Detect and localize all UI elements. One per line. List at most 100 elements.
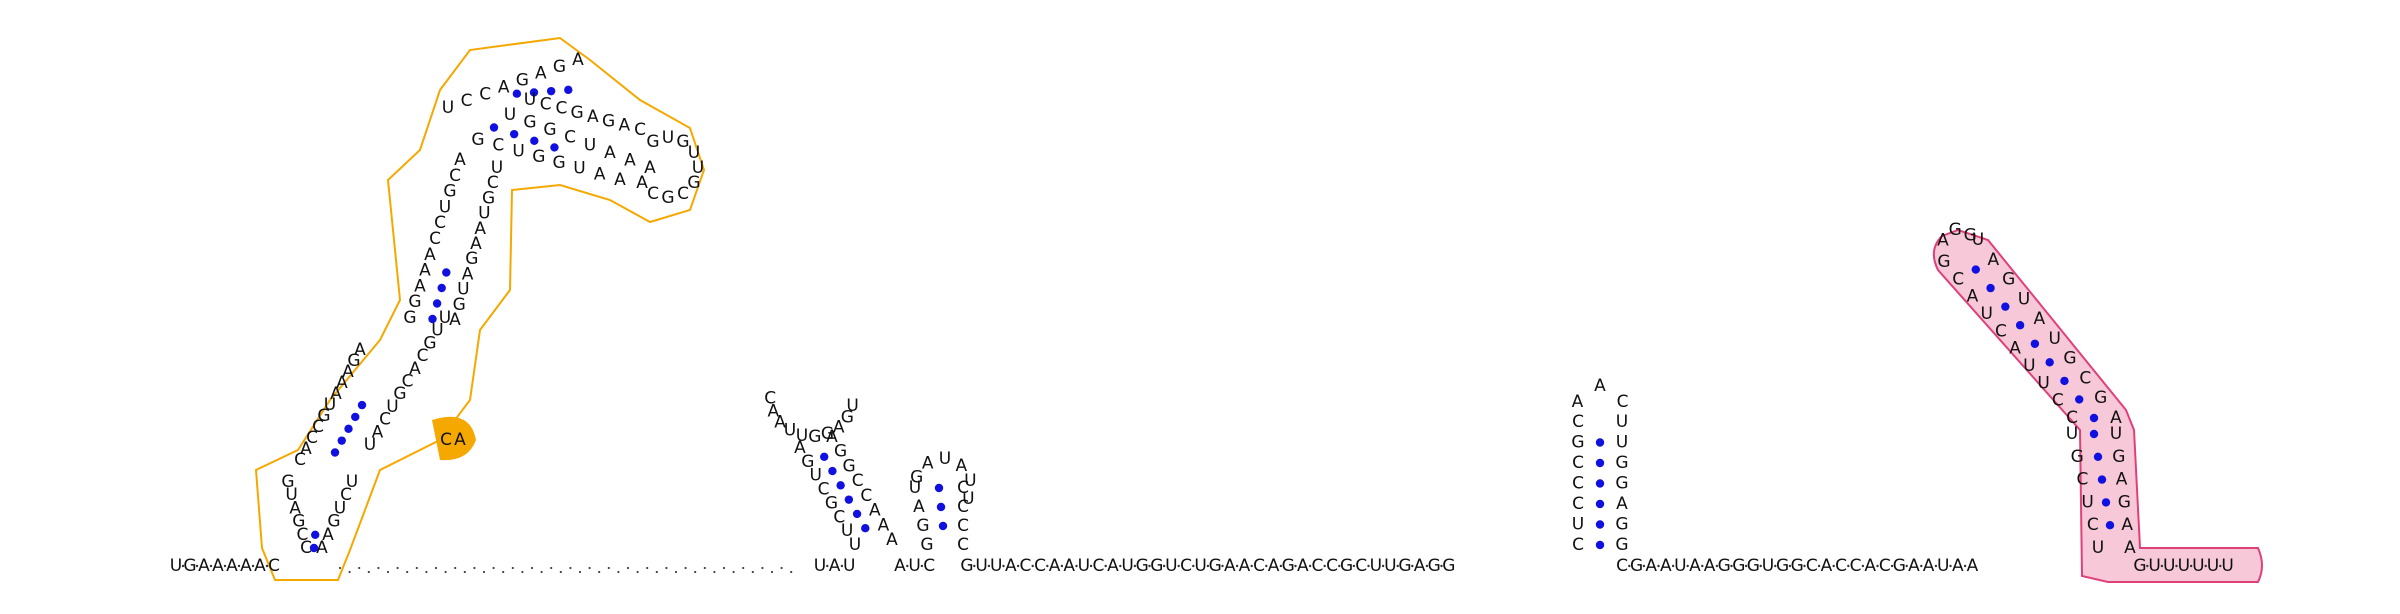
- nucleotide-92: C: [860, 486, 872, 506]
- nucleotide-196: U: [431, 321, 443, 341]
- nucleotide-62: A: [1821, 556, 1833, 576]
- nucleotide-39: C: [1326, 556, 1338, 576]
- backbone-dot-49: [1701, 564, 1704, 568]
- gap-dot-47: [790, 570, 793, 574]
- backbone-dot-56: [1803, 564, 1806, 568]
- nucleotide-254: G: [543, 120, 556, 140]
- backbone-dot-26: [1192, 564, 1195, 568]
- backbone-dot-62: [1890, 564, 1894, 568]
- base-pair-dot-27: [2101, 498, 2111, 507]
- nucleotide-194: C: [294, 450, 306, 470]
- nucleotide-101: G: [808, 427, 821, 447]
- backbone-dot-13: [1002, 564, 1005, 568]
- base-pair-dot-39: [428, 314, 437, 324]
- nucleotide-151: C: [2087, 515, 2099, 535]
- nucleotide-261: U: [662, 128, 674, 148]
- nucleotide-47: G: [1442, 556, 1455, 576]
- backbone-dot-4: [237, 564, 241, 568]
- backbone-dot-29: [1235, 564, 1239, 568]
- nucleotide-256: U: [584, 135, 596, 155]
- base-pair-dot-38: [432, 299, 442, 308]
- nucleotide-48: C: [1616, 556, 1628, 576]
- nucleotide-270: C: [440, 430, 452, 450]
- gap-dot-14: [473, 566, 476, 570]
- nucleotide-13: C: [923, 556, 935, 576]
- base-pair-dot-12: [1595, 499, 1605, 509]
- base-pair-dot-35: [330, 448, 340, 457]
- nucleotide-87: U: [849, 535, 861, 555]
- nucleotide-266: C: [677, 184, 689, 204]
- nucleotide-118: U: [964, 471, 976, 491]
- base-pair-dot-22: [2075, 395, 2084, 404]
- nucleotide-57: G: [1747, 556, 1760, 576]
- nucleotide-253: G: [523, 113, 536, 133]
- backbone-dot-54: [1774, 564, 1777, 568]
- nucleotide-126: C: [1572, 535, 1584, 555]
- gap-dot-38: [703, 566, 706, 570]
- nucleotide-38: C: [1311, 556, 1323, 576]
- nucleotide-81: G: [801, 452, 814, 472]
- nucleotide-213: A: [419, 261, 431, 281]
- nucleotide-133: G: [1615, 535, 1628, 555]
- nucleotide-210: C: [434, 213, 446, 233]
- nucleotide-175: G: [292, 512, 305, 532]
- base-pair-dot-7: [936, 502, 946, 512]
- nucleotide-67: G: [1893, 556, 1906, 576]
- nucleotide-27: G: [1150, 556, 1163, 576]
- base-pair-dot-8: [938, 521, 948, 531]
- backbone-dot-1: [195, 564, 199, 568]
- base-pairs: [309, 85, 2115, 553]
- nucleotide-166: G: [2118, 492, 2131, 512]
- nucleotide-33: A: [1239, 556, 1251, 576]
- nucleotide-105: U: [846, 396, 858, 416]
- gap-dot-1: [348, 570, 351, 574]
- base-pair-dot-25: [2093, 452, 2103, 461]
- base-pair-dot-20: [2045, 358, 2054, 367]
- nucleotide-193: A: [300, 439, 312, 459]
- nucleotide-167: A: [2121, 515, 2133, 535]
- nucleotide-218: C: [487, 173, 499, 193]
- nucleotide-206: A: [454, 150, 466, 170]
- nucleotide-108: G: [916, 516, 929, 536]
- nucleotide-58: U: [1762, 556, 1774, 576]
- base-pair-dot-6: [934, 483, 944, 493]
- nucleotide-112: C: [957, 516, 969, 536]
- gap-dot-10: [434, 566, 438, 570]
- nucleotide-73: G: [2133, 556, 2146, 576]
- nucleotide-70: U: [1937, 556, 1949, 576]
- nucleotide-135: A: [1594, 376, 1606, 396]
- nucleotide-121: G: [1571, 433, 1584, 453]
- nucleotide-90: G: [843, 456, 856, 476]
- gap-dot-32: [646, 566, 649, 570]
- nucleotide-84: G: [825, 493, 838, 513]
- nucleotide-45: A: [1414, 556, 1426, 576]
- nucleotide-257: A: [604, 143, 616, 163]
- gap-dot-40: [722, 566, 726, 570]
- gap-dot-21: [540, 570, 543, 574]
- nucleotide-204: A: [372, 422, 384, 442]
- nucleotide-169: A: [1937, 231, 1949, 251]
- base-pair-dot-0: [820, 452, 829, 461]
- nucleotide-102: G: [821, 424, 834, 444]
- nucleotide-245: C: [492, 136, 504, 156]
- nucleotide-56: G: [1732, 556, 1745, 576]
- base-pair-dot-29: [311, 530, 320, 539]
- backbone-dot-21: [1119, 564, 1122, 568]
- nucleotide-51: A: [1660, 556, 1672, 576]
- backbone-dot-57: [1817, 564, 1821, 568]
- nucleotide-212: A: [424, 245, 436, 265]
- gap-dot-43: [751, 570, 754, 574]
- nucleotide-0: U: [170, 556, 182, 576]
- gap-dot-37: [694, 570, 697, 574]
- nucleotide-232: G: [516, 71, 529, 91]
- nucleotide-144: U: [2037, 373, 2049, 393]
- base-pair-dot-3: [844, 495, 854, 504]
- nucleotide-129: G: [1615, 453, 1628, 473]
- nucleotide-76: U: [2178, 556, 2190, 576]
- nucleotide-69: A: [1923, 556, 1935, 576]
- backbone-dot-58: [1832, 564, 1835, 568]
- base-pair-dot-1: [828, 466, 837, 476]
- base-pair-dot-21: [2060, 376, 2069, 386]
- base-pair-dot-40: [512, 89, 522, 98]
- base-pair-dot-28: [2105, 521, 2115, 530]
